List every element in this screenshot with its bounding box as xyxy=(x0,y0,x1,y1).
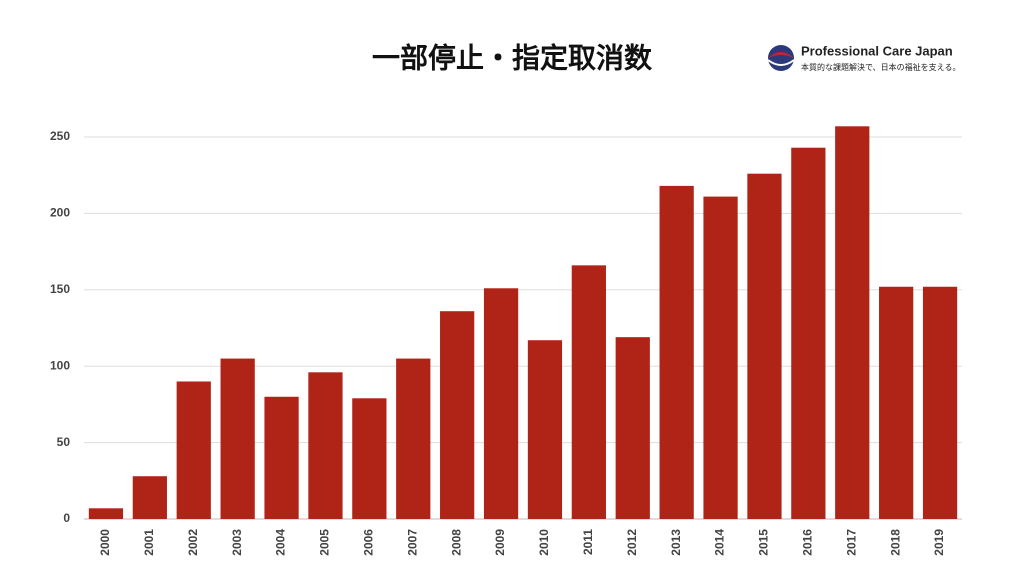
logo-tagline: 本質的な課題解決で、日本の福祉を支える。 xyxy=(801,62,960,72)
bar xyxy=(835,126,870,519)
x-tick-label: 2004 xyxy=(274,529,288,556)
bar xyxy=(615,337,650,519)
x-tick-label: 2018 xyxy=(888,529,902,556)
x-tick-label: 2019 xyxy=(932,529,946,556)
logo-icon-stroke xyxy=(767,59,795,66)
x-tick-label: 2013 xyxy=(669,529,683,556)
x-tick-label: 2003 xyxy=(230,529,244,556)
y-tick-label: 50 xyxy=(57,435,71,449)
logo-icon xyxy=(768,45,794,71)
bar xyxy=(440,311,475,519)
logo-name: Professional Care Japan xyxy=(801,43,953,58)
x-tick-label: 2005 xyxy=(318,529,332,556)
y-tick-label: 250 xyxy=(50,129,70,143)
bar xyxy=(527,340,563,519)
bar xyxy=(747,173,782,519)
bar xyxy=(703,196,738,520)
x-tick-label: 2007 xyxy=(405,529,419,556)
x-tick-label: 2008 xyxy=(449,529,463,556)
x-tick-label: 2006 xyxy=(362,529,376,556)
bar xyxy=(791,147,826,520)
x-tick-label: 2010 xyxy=(537,529,551,556)
x-tick-label: 2000 xyxy=(98,529,112,556)
x-tick-label: 2001 xyxy=(142,529,156,556)
x-tick-label: 2016 xyxy=(801,529,815,556)
bar xyxy=(659,185,694,519)
y-tick-label: 100 xyxy=(50,358,70,372)
x-tick-label: 2017 xyxy=(844,529,858,556)
bar xyxy=(483,288,519,519)
y-tick-label: 200 xyxy=(50,206,70,220)
y-tick-label: 150 xyxy=(50,282,70,296)
x-tick-label: 2002 xyxy=(186,529,200,556)
bar xyxy=(879,286,914,519)
logo-icon-accent xyxy=(768,52,794,58)
bar xyxy=(132,476,167,519)
bar xyxy=(176,381,211,519)
bar xyxy=(88,508,124,519)
x-tick-label: 2014 xyxy=(713,529,727,556)
bar xyxy=(264,396,299,519)
x-tick-label: 2012 xyxy=(625,529,639,556)
chart-title: 一部停止・指定取消数 xyxy=(372,41,653,73)
bar xyxy=(571,265,606,519)
bar xyxy=(922,286,958,519)
x-tick-label: 2011 xyxy=(581,529,595,555)
bar xyxy=(352,398,387,519)
logo: Professional Care Japan 本質的な課題解決で、日本の福祉を… xyxy=(767,43,960,72)
bar xyxy=(396,358,431,519)
x-tick-label: 2009 xyxy=(493,529,507,556)
bar xyxy=(308,372,343,519)
x-tick-label: 2015 xyxy=(757,529,771,556)
y-tick-label: 0 xyxy=(63,511,70,525)
bar xyxy=(220,358,255,519)
